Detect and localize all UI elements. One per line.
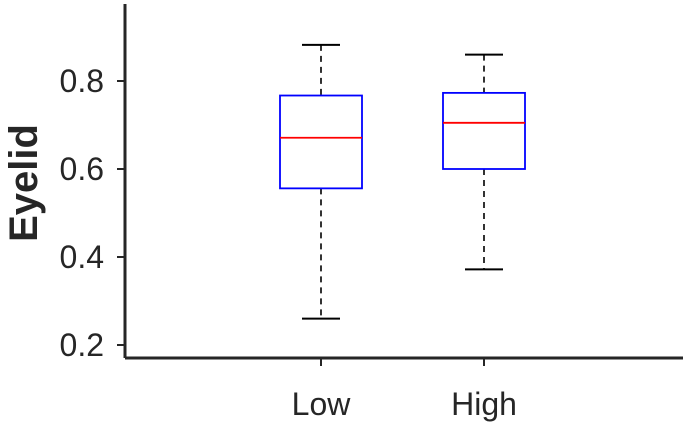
y-tick-label: 0.2 bbox=[60, 327, 104, 363]
axes bbox=[123, 4, 683, 360]
y-tick-label: 0.8 bbox=[60, 63, 104, 99]
box-high bbox=[442, 53, 526, 271]
y-tick-label: 0.6 bbox=[60, 151, 104, 187]
y-tick-label: 0.4 bbox=[60, 239, 104, 275]
iqr-box bbox=[279, 94, 363, 190]
box-low bbox=[279, 43, 363, 320]
x-tick-label: High bbox=[451, 386, 517, 422]
x-tick-label: Low bbox=[292, 386, 352, 422]
y-ticks: 0.2 0.4 0.6 0.8 bbox=[60, 63, 125, 363]
iqr-box bbox=[442, 91, 526, 170]
boxes bbox=[279, 43, 526, 320]
y-axis-label: Eyelid bbox=[2, 124, 46, 242]
x-ticks: Low High bbox=[292, 358, 517, 422]
